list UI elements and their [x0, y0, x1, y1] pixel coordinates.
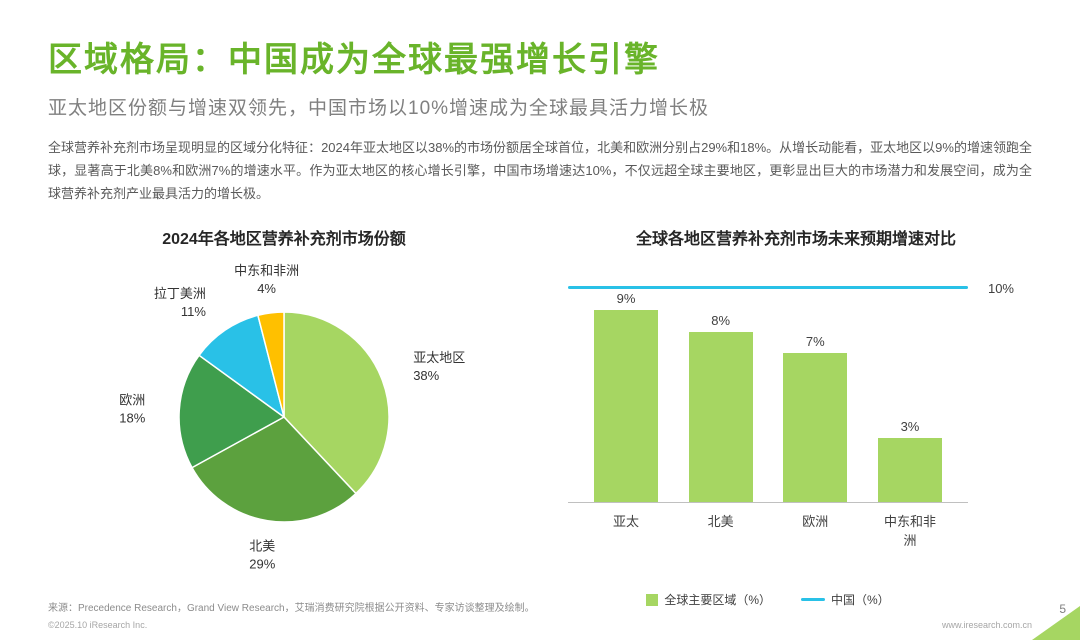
page-subtitle: 亚太地区份额与增速双领先，中国市场以10%增速成为全球最具活力增长极	[48, 98, 710, 119]
pie-slice-2	[178, 354, 286, 469]
legend-regions-label: 全球主要区域（%）	[664, 593, 771, 608]
bar-value-1: 8%	[711, 313, 731, 329]
pie-label-3: 拉丁美洲	[154, 286, 206, 301]
slide: 区域格局：中国成为全球最强增长引擎 亚太地区份额与增速双领先，中国市场以10%增…	[0, 32, 1080, 640]
legend-china-swatch	[801, 598, 825, 602]
charts-row: 2024年各地区营养补充剂市场份额 亚太地区 38% 北美 29% 欧洲 18% 拉丁美洲 1…	[48, 213, 1032, 608]
pie-chart: 亚太地区 38% 北美 29% 欧洲 18% 拉丁美洲 11% 中东和非洲 4%	[119, 263, 465, 572]
bar-col-1: 8%	[688, 313, 753, 503]
pie-value-4: 4%	[257, 281, 276, 296]
pie-slice-0	[283, 311, 390, 495]
china-line	[568, 286, 968, 290]
pie-value-1: 29%	[249, 557, 275, 572]
bar-category-0: 亚太	[612, 514, 639, 530]
legend-china-label: 中国（%）	[831, 593, 890, 608]
corner-decoration	[1032, 606, 1080, 640]
pie-value-0: 38%	[413, 368, 439, 383]
bar-rect-1	[688, 332, 753, 503]
bar-chart-section: 全球各地区营养补充剂市场未来预期增速对比 10% 9% 8% 7% 3% 亚太 北美 欧洲…	[560, 213, 1032, 608]
body-paragraph: 全球营养补充剂市场呈现明显的区域分化特征：2024年亚太地区以38%的市场份额居…	[48, 140, 1032, 202]
pie-label-2: 欧洲	[119, 393, 145, 408]
chart-legend: 全球主要区域（%） 中国（%）	[568, 591, 968, 608]
pie-slice-4	[256, 311, 285, 418]
bar-categories: 亚太 北美 欧洲 中东和非洲	[568, 511, 968, 549]
pie-label-0: 亚太地区	[413, 350, 465, 365]
china-line-value-label: 10%	[987, 281, 1014, 297]
pie-label-4: 中东和非洲	[234, 263, 299, 278]
legend-regions: 全球主要区域（%）	[646, 591, 771, 608]
pie-chart-title: 2024年各地区营养补充剂市场份额	[162, 231, 406, 249]
pie-slice-3	[198, 314, 286, 420]
bar-rect-2	[783, 353, 848, 503]
bar-value-0: 9%	[616, 291, 636, 307]
source-note: 来源：Precedence Research，Grand View Resear…	[48, 603, 535, 614]
legend-china: 中国（%）	[801, 591, 890, 608]
copyright-text: ©2025.10 iResearch Inc.	[48, 620, 148, 630]
bar-col-3: 3%	[877, 419, 942, 503]
bar-value-3: 3%	[900, 419, 920, 435]
pie-chart-section: 2024年各地区营养补充剂市场份额 亚太地区 38% 北美 29% 欧洲 18% 拉丁美洲 1…	[48, 213, 520, 608]
pie-slice-1	[190, 416, 357, 524]
legend-regions-swatch	[646, 593, 659, 606]
bar-col-2: 7%	[783, 334, 848, 503]
bar-category-3: 中东和非洲	[883, 514, 936, 549]
bar-category-1: 北美	[707, 514, 734, 530]
bar-rect-3	[877, 438, 942, 503]
website-url: www.iresearch.com.cn	[941, 620, 1032, 630]
bar-rect-0	[594, 310, 658, 503]
pie-value-2: 18%	[119, 411, 145, 426]
pie-value-3: 11%	[181, 304, 206, 319]
bar-category-2: 欧洲	[802, 514, 829, 530]
bars-group: 9% 8% 7% 3%	[568, 289, 968, 503]
pie-label-1: 北美	[249, 539, 275, 554]
bar-chart-title: 全球各地区营养补充剂市场未来预期增速对比	[635, 231, 956, 249]
bar-value-2: 7%	[805, 334, 825, 350]
page-title: 区域格局：中国成为全球最强增长引擎	[48, 41, 660, 79]
bar-chart-plot: 10% 9% 8% 7% 3%	[568, 281, 1014, 504]
bar-col-0: 9%	[594, 291, 658, 503]
